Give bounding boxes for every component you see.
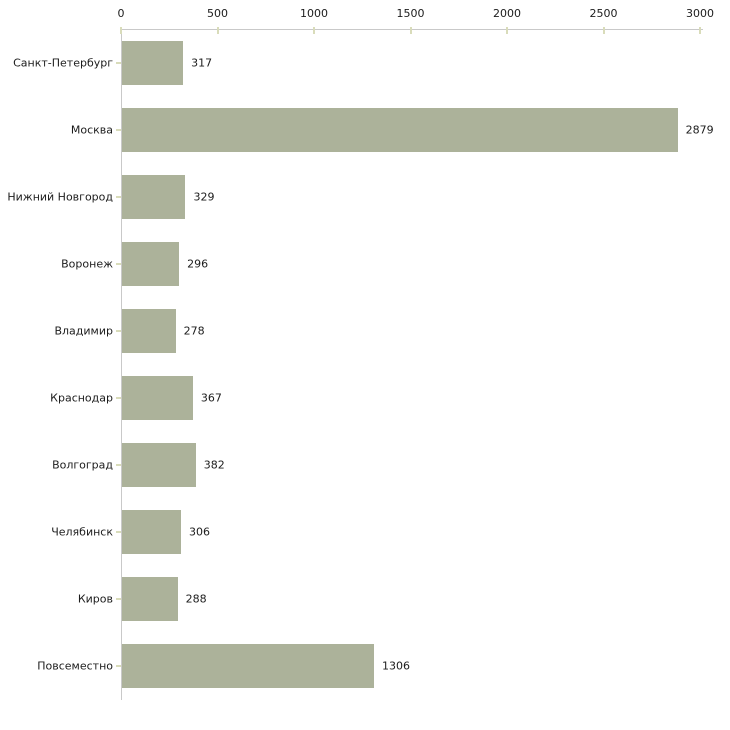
y-tick-mark xyxy=(116,262,121,265)
value-label: 306 xyxy=(189,525,211,539)
y-tick-mark xyxy=(116,464,121,467)
value-label: 1306 xyxy=(382,659,411,673)
value-label: 382 xyxy=(203,458,225,472)
y-tick-mark xyxy=(116,665,121,668)
bar xyxy=(122,40,184,85)
value-label: 288 xyxy=(185,592,207,606)
bar xyxy=(122,443,196,488)
y-tick-mark xyxy=(116,531,121,534)
bar xyxy=(122,174,186,219)
x-tick-label: 2500 xyxy=(589,7,618,20)
bar xyxy=(122,376,193,421)
y-tick-mark xyxy=(116,195,121,198)
category-label: Челябинск xyxy=(51,525,113,539)
x-tick-label: 1500 xyxy=(396,7,425,20)
x-tick-mark xyxy=(699,27,701,34)
bar xyxy=(122,107,678,152)
bar xyxy=(122,644,375,689)
category-label: Волгоград xyxy=(52,458,113,472)
x-tick-label: 3000 xyxy=(686,7,714,20)
bar xyxy=(122,577,178,622)
value-label: 367 xyxy=(200,391,222,405)
x-tick-mark xyxy=(409,27,412,34)
value-label: 317 xyxy=(191,56,213,70)
x-tick-label: 0 xyxy=(117,7,125,20)
bar xyxy=(122,510,182,555)
x-tick-mark xyxy=(120,27,122,34)
y-tick-mark xyxy=(116,329,121,332)
bar xyxy=(122,308,176,353)
x-tick-label: 1000 xyxy=(300,7,328,20)
x-tick-mark xyxy=(506,27,508,34)
x-tick-label: 2000 xyxy=(493,7,521,20)
y-tick-mark xyxy=(116,397,121,400)
y-tick-mark xyxy=(116,598,121,601)
x-tick-label: 500 xyxy=(207,7,228,20)
y-tick-mark xyxy=(116,128,121,131)
category-label: Повсеместно xyxy=(37,659,113,673)
category-label: Киров xyxy=(77,592,113,606)
x-tick-mark xyxy=(313,27,315,34)
category-label: Воронеж xyxy=(61,257,113,271)
value-label: 278 xyxy=(183,324,205,338)
x-tick-mark xyxy=(216,27,219,34)
value-label: 329 xyxy=(193,190,215,204)
category-label: Москва xyxy=(70,123,113,137)
bar xyxy=(122,241,180,286)
category-label: Владимир xyxy=(54,324,113,338)
value-label: 296 xyxy=(187,257,209,271)
category-label: Санкт-Петербург xyxy=(13,56,113,70)
category-label: Краснодар xyxy=(50,391,113,405)
x-tick-mark xyxy=(602,27,605,34)
category-label: Нижний Новгород xyxy=(7,190,113,204)
plot-area xyxy=(121,29,703,700)
value-label: 2879 xyxy=(685,123,714,137)
y-tick-mark xyxy=(116,61,121,64)
